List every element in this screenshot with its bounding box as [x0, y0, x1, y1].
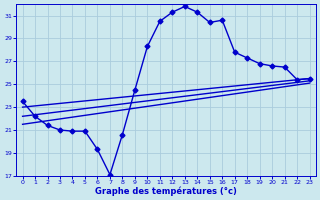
X-axis label: Graphe des températures (°c): Graphe des températures (°c) [95, 186, 237, 196]
